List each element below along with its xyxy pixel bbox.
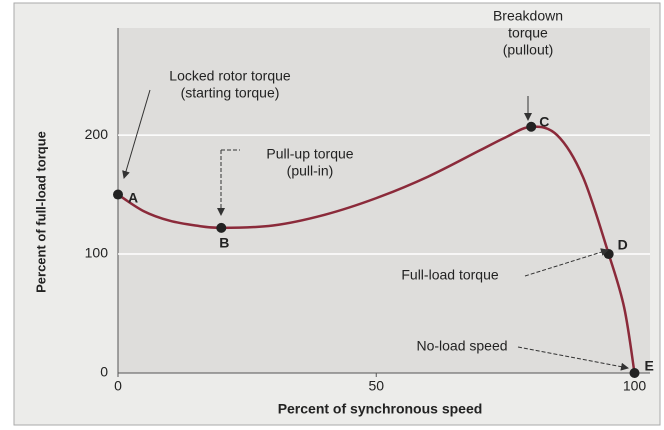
y-axis-label: Percent of full-load torque <box>33 131 48 293</box>
annotation-text: No-load speed <box>416 338 507 354</box>
x-tick-label: 100 <box>623 378 647 394</box>
annotation-arrow <box>517 346 629 371</box>
annotation-text: (pullout) <box>503 42 554 58</box>
annotation-text: Full-load torque <box>401 267 498 283</box>
annotation-text: (pull-in) <box>287 163 334 179</box>
point-marker <box>629 368 640 378</box>
y-tick-label: 200 <box>85 126 109 142</box>
point-label: A <box>128 189 138 205</box>
point-label: B <box>219 235 229 251</box>
annotation-arrow <box>524 248 609 277</box>
point-marker <box>113 189 123 200</box>
annotation-text: Locked rotor torque <box>169 68 291 84</box>
point-label: E <box>645 358 654 374</box>
x-axis-label: Percent of synchronous speed <box>278 401 483 417</box>
point-marker <box>526 121 537 132</box>
annotation-text: Breakdown <box>493 8 563 24</box>
x-tick-label: 0 <box>114 378 122 394</box>
annotation-arrow <box>122 89 151 179</box>
point-label: C <box>539 113 549 129</box>
point-marker <box>216 222 227 233</box>
torque-curve <box>117 125 636 374</box>
annotation-text: Pull-up torque <box>266 146 353 162</box>
annotation-text: (starting torque) <box>181 85 280 101</box>
annotation-text: torque <box>508 25 548 41</box>
x-tick-label: 50 <box>368 378 384 394</box>
y-tick-label: 100 <box>85 245 109 261</box>
y-tick-label: 0 <box>100 364 108 380</box>
plot-area <box>118 28 650 373</box>
point-label: D <box>618 237 628 253</box>
